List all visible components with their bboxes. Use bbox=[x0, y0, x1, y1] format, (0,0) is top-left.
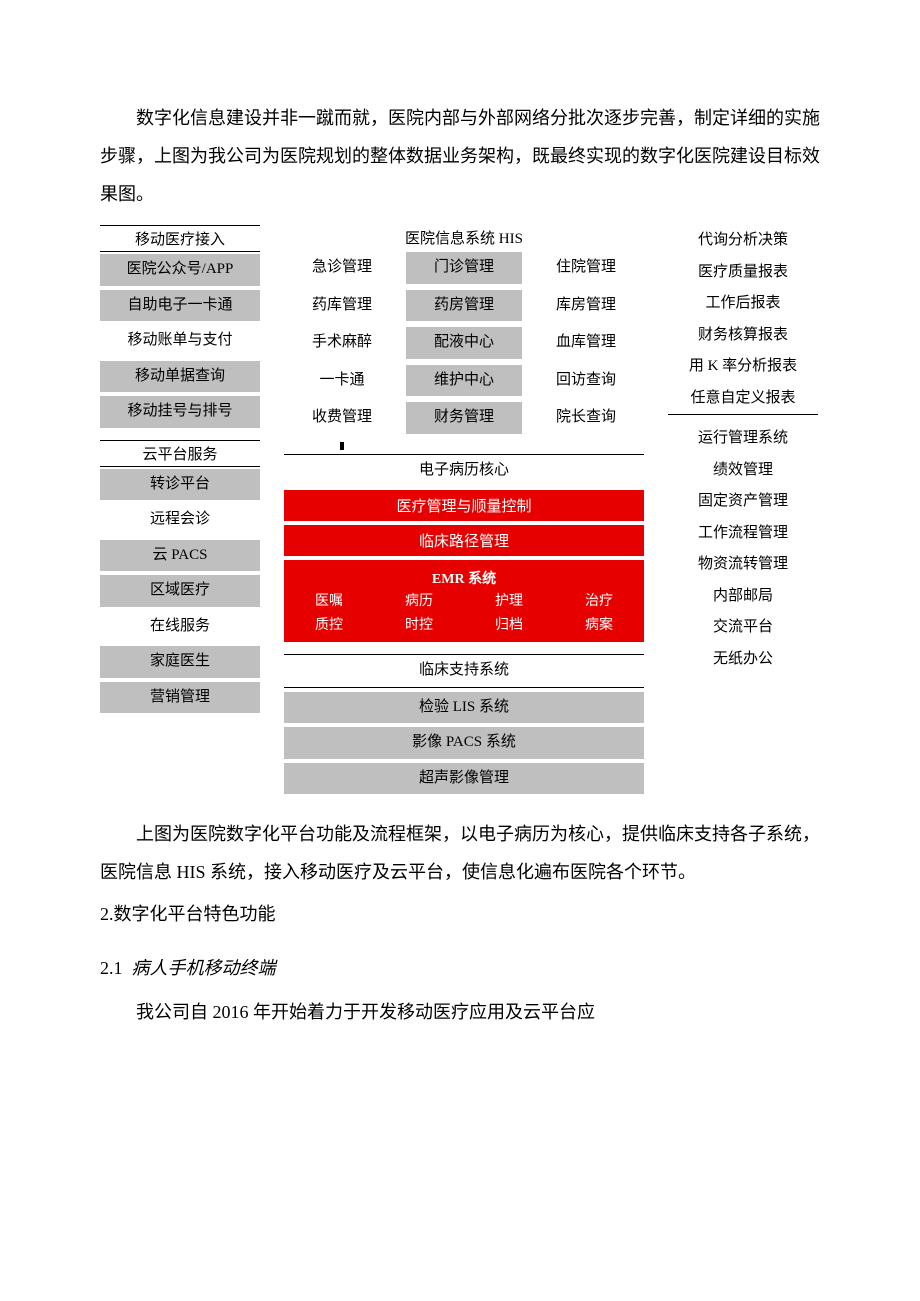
mid-header-his: 医院信息系统 HIS bbox=[284, 225, 644, 250]
left-group1-header: 移动医疗接入 bbox=[100, 225, 260, 252]
left-item: 营销管理 bbox=[100, 682, 260, 714]
right-item: 任意自定义报表 bbox=[668, 383, 818, 416]
section-2-1-num: 2.1 bbox=[100, 958, 123, 978]
left-item: 医院公众号/APP bbox=[100, 254, 260, 286]
left-item: 在线服务 bbox=[100, 611, 260, 643]
right-column: 代询分析决策 医疗质量报表 工作后报表 财务核算报表 用 K 率分析报表 任意自… bbox=[668, 225, 818, 798]
right-item: 工作后报表 bbox=[668, 288, 818, 320]
left-item: 自助电子一卡通 bbox=[100, 290, 260, 322]
mid-cell: 药库管理 bbox=[284, 290, 400, 322]
left-item: 移动单据查询 bbox=[100, 361, 260, 393]
mid-support-item: 影像 PACS 系统 bbox=[284, 727, 644, 759]
paragraph-3: 我公司自 2016 年开始着力于开发移动医疗应用及云平台应 bbox=[100, 994, 820, 1032]
mid-cell: 库房管理 bbox=[528, 290, 644, 322]
mid-cell: 回访查询 bbox=[528, 365, 644, 397]
emr-sub: 归档 bbox=[464, 612, 554, 636]
mid-cell: 财务管理 bbox=[406, 402, 522, 434]
emr-sub: 护理 bbox=[464, 588, 554, 612]
right-item: 用 K 率分析报表 bbox=[668, 351, 818, 383]
architecture-diagram: 移动医疗接入 医院公众号/APP 自助电子一卡通 移动账单与支付 移动单据查询 … bbox=[100, 225, 820, 798]
left-item: 转诊平台 bbox=[100, 469, 260, 501]
mid-cell: 药房管理 bbox=[406, 290, 522, 322]
mid-red-row: 医疗管理与顺量控制 bbox=[284, 490, 644, 521]
tick-mark bbox=[340, 442, 644, 450]
left-group2-header: 云平台服务 bbox=[100, 440, 260, 467]
emr-sub: 医嘱 bbox=[284, 588, 374, 612]
left-item: 家庭医生 bbox=[100, 646, 260, 678]
right-item: 内部邮局 bbox=[668, 581, 818, 613]
right-item: 交流平台 bbox=[668, 612, 818, 644]
right-item: 医疗质量报表 bbox=[668, 257, 818, 289]
mid-cell: 院长查询 bbox=[528, 402, 644, 434]
paragraph-1: 数字化信息建设并非一蹴而就，医院内部与外部网络分批次逐步完善，制定详细的实施步骤… bbox=[100, 100, 820, 213]
section-2-1-text: 病人手机移动终端 bbox=[132, 958, 276, 978]
mid-cell: 收费管理 bbox=[284, 402, 400, 434]
emr-sub: 病历 bbox=[374, 588, 464, 612]
mid-emr-block: EMR 系统 医嘱 病历 护理 治疗 质控 时控 归档 病案 bbox=[284, 560, 644, 642]
right-item: 工作流程管理 bbox=[668, 518, 818, 550]
mid-cell: 配液中心 bbox=[406, 327, 522, 359]
left-item: 移动账单与支付 bbox=[100, 325, 260, 357]
middle-column: 医院信息系统 HIS 急诊管理 门诊管理 住院管理 药库管理 药房管理 库房管理… bbox=[284, 225, 644, 798]
right-item: 固定资产管理 bbox=[668, 486, 818, 518]
mid-cell: 手术麻醉 bbox=[284, 327, 400, 359]
section-2-title: 2.数字化平台特色功能 bbox=[100, 896, 820, 932]
mid-support-item: 检验 LIS 系统 bbox=[284, 692, 644, 724]
mid-cell: 血库管理 bbox=[528, 327, 644, 359]
paragraph-2: 上图为医院数字化平台功能及流程框架，以电子病历为核心，提供临床支持各子系统，医院… bbox=[100, 816, 820, 892]
left-item: 远程会诊 bbox=[100, 504, 260, 536]
right-item: 财务核算报表 bbox=[668, 320, 818, 352]
mid-red-row: 临床路径管理 bbox=[284, 525, 644, 556]
mid-header-emr-core: 电子病历核心 bbox=[284, 454, 644, 487]
mid-cell: 住院管理 bbox=[528, 252, 644, 284]
right-item: 绩效管理 bbox=[668, 455, 818, 487]
emr-sub: 时控 bbox=[374, 612, 464, 636]
right-item: 物资流转管理 bbox=[668, 549, 818, 581]
emr-sub: 质控 bbox=[284, 612, 374, 636]
mid-cell: 维护中心 bbox=[406, 365, 522, 397]
mid-cell: 一卡通 bbox=[284, 365, 400, 397]
emr-title: EMR 系统 bbox=[284, 564, 644, 588]
right-header: 代询分析决策 bbox=[668, 225, 818, 257]
left-item: 区域医疗 bbox=[100, 575, 260, 607]
left-column: 移动医疗接入 医院公众号/APP 自助电子一卡通 移动账单与支付 移动单据查询 … bbox=[100, 225, 260, 798]
mid-support-item: 超声影像管理 bbox=[284, 763, 644, 795]
left-item-empty bbox=[100, 717, 260, 749]
emr-sub: 病案 bbox=[554, 612, 644, 636]
mid-cell: 急诊管理 bbox=[284, 252, 400, 284]
left-item: 移动挂号与排号 bbox=[100, 396, 260, 428]
left-item: 云 PACS bbox=[100, 540, 260, 572]
mid-cell: 门诊管理 bbox=[406, 252, 522, 284]
right-header: 运行管理系统 bbox=[668, 423, 818, 455]
emr-sub: 治疗 bbox=[554, 588, 644, 612]
mid-header-support: 临床支持系统 bbox=[284, 654, 644, 688]
section-2-1-title: 2.1 病人手机移动终端 bbox=[100, 954, 820, 980]
right-item: 无纸办公 bbox=[668, 644, 818, 676]
